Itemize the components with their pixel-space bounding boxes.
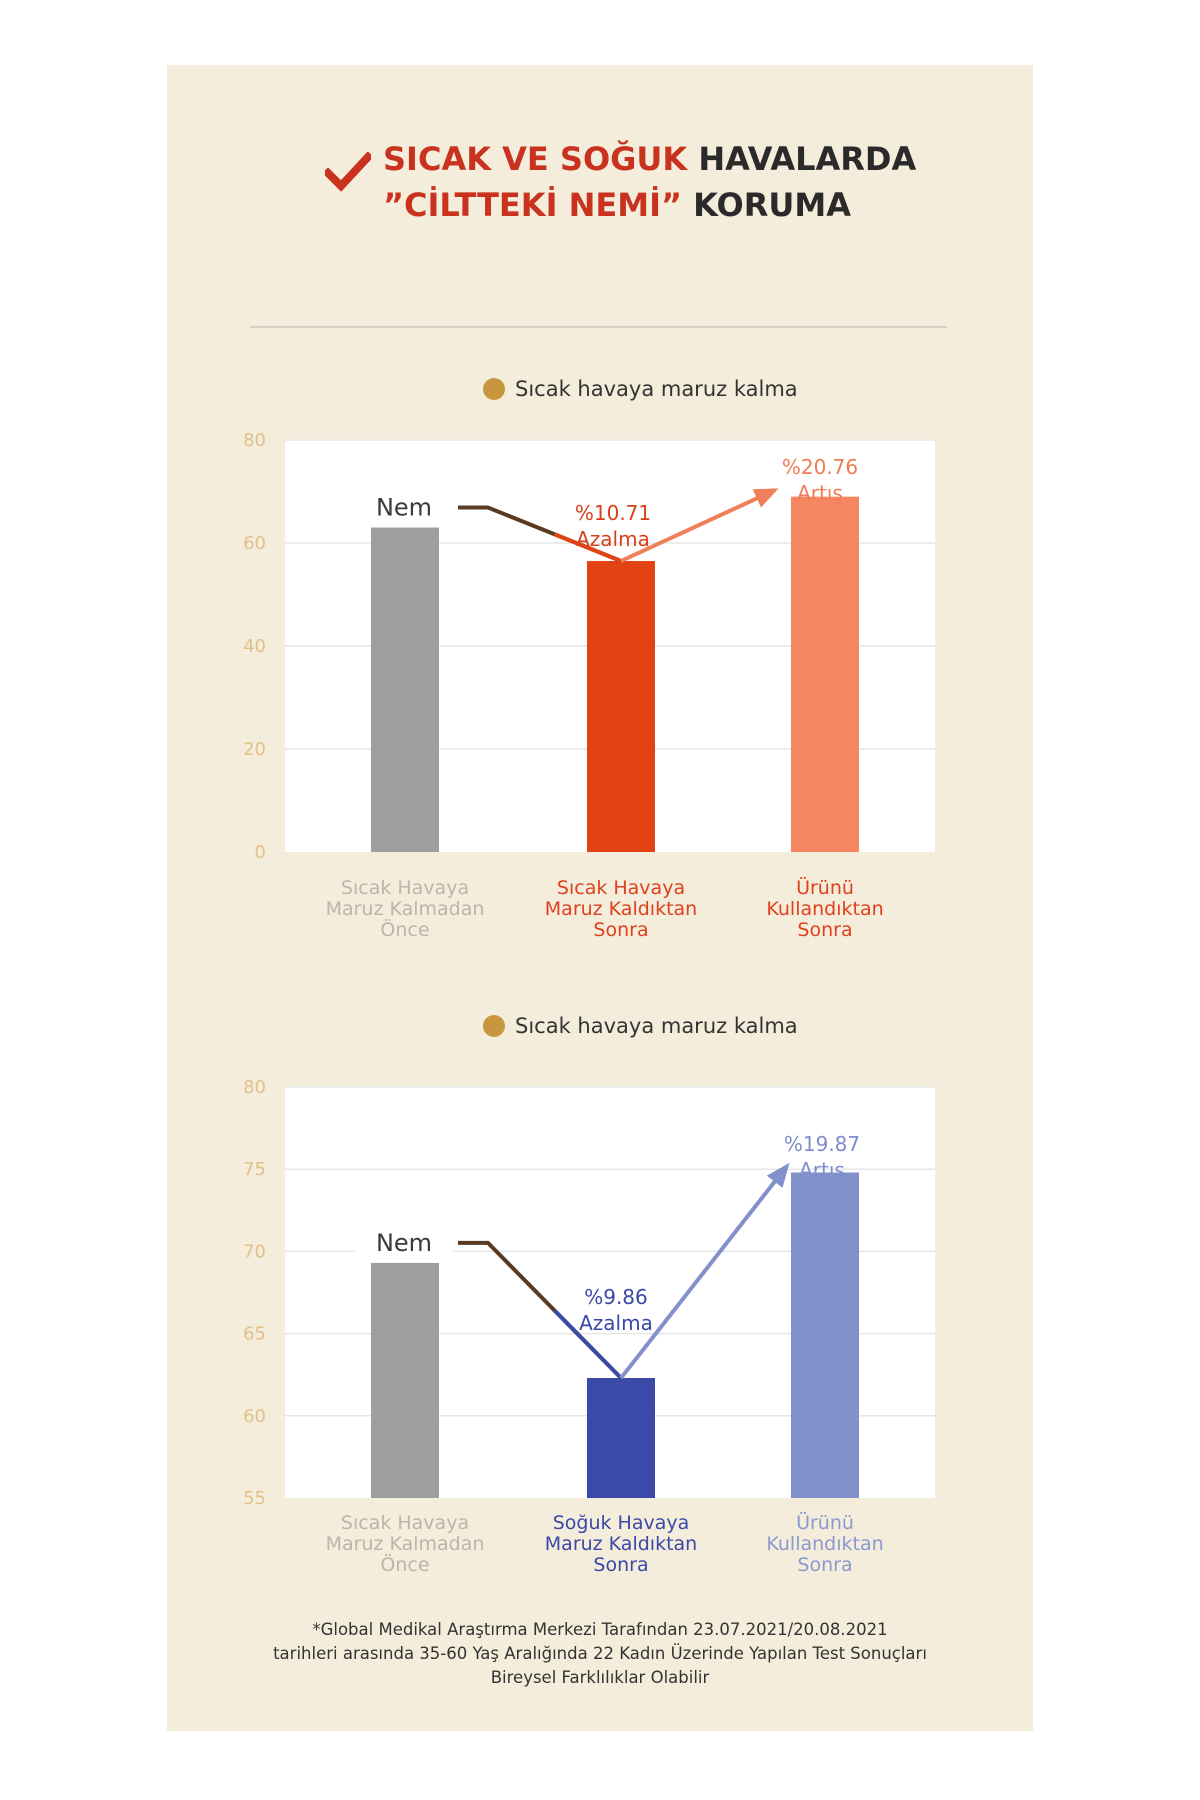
y-tick-label: 75 [243, 1159, 266, 1180]
increase-label: Artış [799, 1158, 845, 1182]
increase-arrowhead [752, 488, 779, 508]
footnote-line1: *Global Medikal Araştırma Merkezi Tarafı… [312, 1620, 888, 1639]
title-rest-1: HAVALARDA [687, 140, 917, 178]
y-tick-label: 40 [243, 636, 266, 657]
y-tick-label: 55 [243, 1488, 266, 1509]
decrease-connector-tail [553, 1309, 623, 1380]
decrease-value: %9.86 [584, 1285, 648, 1309]
increase-value: %19.87 [784, 1132, 860, 1156]
category-label: Sonra [797, 1554, 852, 1576]
bar-1 [371, 1262, 439, 1498]
y-tick-label: 20 [243, 739, 266, 760]
category-label: Ürünü [796, 1511, 854, 1534]
y-tick-label: 0 [255, 842, 266, 863]
increase-label: Artış [797, 481, 843, 505]
category-label: Soğuk Havaya [553, 1512, 690, 1534]
category-label: Ürünü [796, 876, 854, 899]
decrease-value: %10.71 [575, 501, 651, 525]
series-label-bg [356, 487, 452, 526]
category-label: Kullandıktan [766, 898, 883, 920]
footnote-line2: tarihleri arasında 35-60 Yaş Aralığında … [273, 1644, 927, 1663]
category-label: Önce [380, 1553, 429, 1576]
category-label: Önce [380, 918, 429, 941]
increase-arrow [619, 1164, 789, 1380]
y-tick-label: 60 [243, 533, 266, 554]
page-title-line2: ”CİLTTEKİ NEMİ” KORUMA [383, 186, 851, 224]
category-label: Sıcak Havaya [341, 1512, 469, 1534]
series-label: Nem [376, 494, 432, 522]
legend-chart-1: Sıcak havaya maruz kalma [483, 374, 798, 404]
category-label: Sonra [593, 919, 648, 941]
footnote-line3: Bireysel Farklılıklar Olabilir [490, 1668, 710, 1687]
title-accent-2: ”CİLTTEKİ NEMİ” [383, 186, 683, 224]
legend-label-1: Sıcak havaya maruz kalma [515, 377, 798, 401]
decrease-label: Azalma [579, 1311, 653, 1335]
y-tick-label: 70 [243, 1241, 266, 1262]
bar-2 [587, 1377, 655, 1498]
series-label: Nem [376, 1229, 432, 1257]
bar-3 [791, 1172, 859, 1498]
bar-3 [791, 496, 859, 852]
category-label: Maruz Kaldıktan [545, 1533, 697, 1555]
increase-arrowhead [766, 1162, 790, 1188]
category-label: Maruz Kalmadan [326, 898, 485, 920]
y-tick-label: 80 [243, 1077, 266, 1098]
decrease-connector-tail [553, 532, 622, 563]
page-title-line1: SICAK VE SOĞUK HAVALARDA [383, 140, 916, 178]
y-tick-label: 60 [243, 1406, 266, 1427]
y-tick-label: 65 [243, 1324, 266, 1345]
title-rest-2: KORUMA [682, 186, 851, 224]
legend-label-2: Sıcak havaya maruz kalma [515, 1014, 798, 1038]
decrease-label: Azalma [576, 527, 650, 551]
divider [250, 326, 947, 328]
legend-chart-2: Sıcak havaya maruz kalma [483, 1011, 798, 1041]
series-label-bg [356, 1222, 452, 1261]
category-label: Sıcak Havaya [557, 877, 685, 899]
legend-dot-2 [483, 1015, 505, 1037]
category-label: Maruz Kaldıktan [545, 898, 697, 920]
category-label: Maruz Kalmadan [326, 1533, 485, 1555]
increase-value: %20.76 [782, 455, 858, 479]
y-tick-label: 80 [243, 430, 266, 451]
increase-arrow [620, 488, 776, 563]
category-label: Sonra [797, 919, 852, 941]
category-label: Kullandıktan [766, 1533, 883, 1555]
title-accent-1: SICAK VE SOĞUK [383, 140, 688, 178]
legend-dot-1 [483, 378, 505, 400]
bar-1 [371, 527, 439, 852]
category-label: Sonra [593, 1554, 648, 1576]
footnote: *Global Medikal Araştırma Merkezi Tarafı… [167, 1618, 1033, 1690]
category-label: Sıcak Havaya [341, 877, 469, 899]
bar-2 [587, 561, 655, 852]
checkmark-icon [325, 152, 371, 192]
